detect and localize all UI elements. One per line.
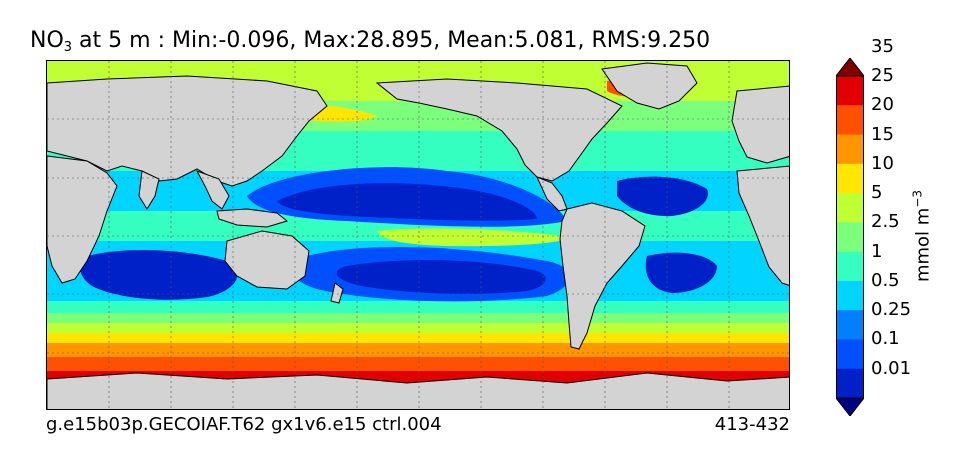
- equatorial-upwelling: [377, 228, 567, 247]
- colorbar-tick-label: 35: [871, 35, 894, 57]
- ocean-band-south-1: [47, 301, 789, 313]
- map-title: NO3 at 5 m : Min:-0.096, Max:28.895, Mea…: [30, 28, 711, 55]
- colorbar-tick-label: 0.5: [871, 269, 900, 291]
- colorbar-segment: [836, 222, 864, 253]
- colorbar-segment: [836, 251, 864, 282]
- colorbar-tick-label: 1: [871, 240, 883, 262]
- land-eurasia: [47, 75, 328, 187]
- colorbar-tick-label: 0.01: [871, 357, 912, 379]
- land-se-asia: [195, 170, 230, 210]
- colorbar-tick-label: 10: [871, 152, 894, 174]
- colorbar-tick-label: 25: [871, 65, 894, 86]
- colorbar-unit-label: mmol m−3: [910, 189, 934, 283]
- land-new-zealand: [330, 282, 344, 304]
- land-australia: [224, 230, 310, 290]
- land-south-america: [559, 202, 646, 350]
- colorbar-segment: [836, 134, 864, 165]
- colorbar-segment: [836, 76, 864, 106]
- colorbar-tick-label: 0.1: [871, 328, 900, 350]
- colorbar-frame: [836, 75, 864, 399]
- north-atlantic-gyre: [617, 176, 708, 217]
- land-indonesia: [216, 208, 289, 228]
- colorbar-extend-min: [834, 397, 866, 417]
- colorbar-tick-label: 15: [871, 123, 894, 145]
- run-identifier: g.e15b03p.GECOIAF.T62 gx1v6.e15 ctrl.004: [46, 414, 442, 435]
- land-antarctica: [47, 372, 789, 409]
- colorbar-segment: [836, 105, 864, 136]
- ocean-band-south-6: [47, 357, 789, 371]
- land-africa-east: [736, 165, 789, 286]
- ocean-band-south-4: [47, 333, 789, 343]
- colorbar-tick-label: 0.25: [871, 299, 912, 321]
- ocean-band-south-5: [47, 343, 789, 357]
- land-europe-west: [731, 85, 789, 164]
- colorbar-tick-label: 5: [871, 182, 883, 204]
- year-range: 413-432: [714, 414, 790, 435]
- graticule-grid: [47, 61, 789, 409]
- south-pacific-gyre-core: [336, 259, 546, 294]
- ocean-band-south-3: [47, 323, 789, 333]
- ocean-map: [46, 60, 790, 410]
- ocean-band-south-2: [47, 313, 789, 323]
- south-atlantic-gyre: [645, 252, 717, 293]
- north-pacific-gyre-core: [277, 183, 537, 221]
- colorbar: [834, 57, 866, 417]
- colorbar-segment: [836, 280, 864, 311]
- continents: [47, 62, 789, 409]
- colorbar-tick-label: 20: [871, 94, 894, 116]
- land-africa: [47, 155, 118, 284]
- indian-ocean-gyre: [80, 249, 238, 300]
- colorbar-segment: [836, 310, 864, 340]
- colorbar-segment: [836, 193, 864, 223]
- land-india: [138, 170, 160, 210]
- colorbar-tick-label: 2.5: [871, 211, 900, 233]
- colorbar-segment: [836, 339, 864, 370]
- colorbar-segment: [836, 163, 864, 194]
- colorbar-segment: [836, 368, 864, 399]
- land-greenland: [601, 62, 698, 110]
- land-north-america: [375, 78, 623, 182]
- colorbar-extend-max: [834, 57, 866, 77]
